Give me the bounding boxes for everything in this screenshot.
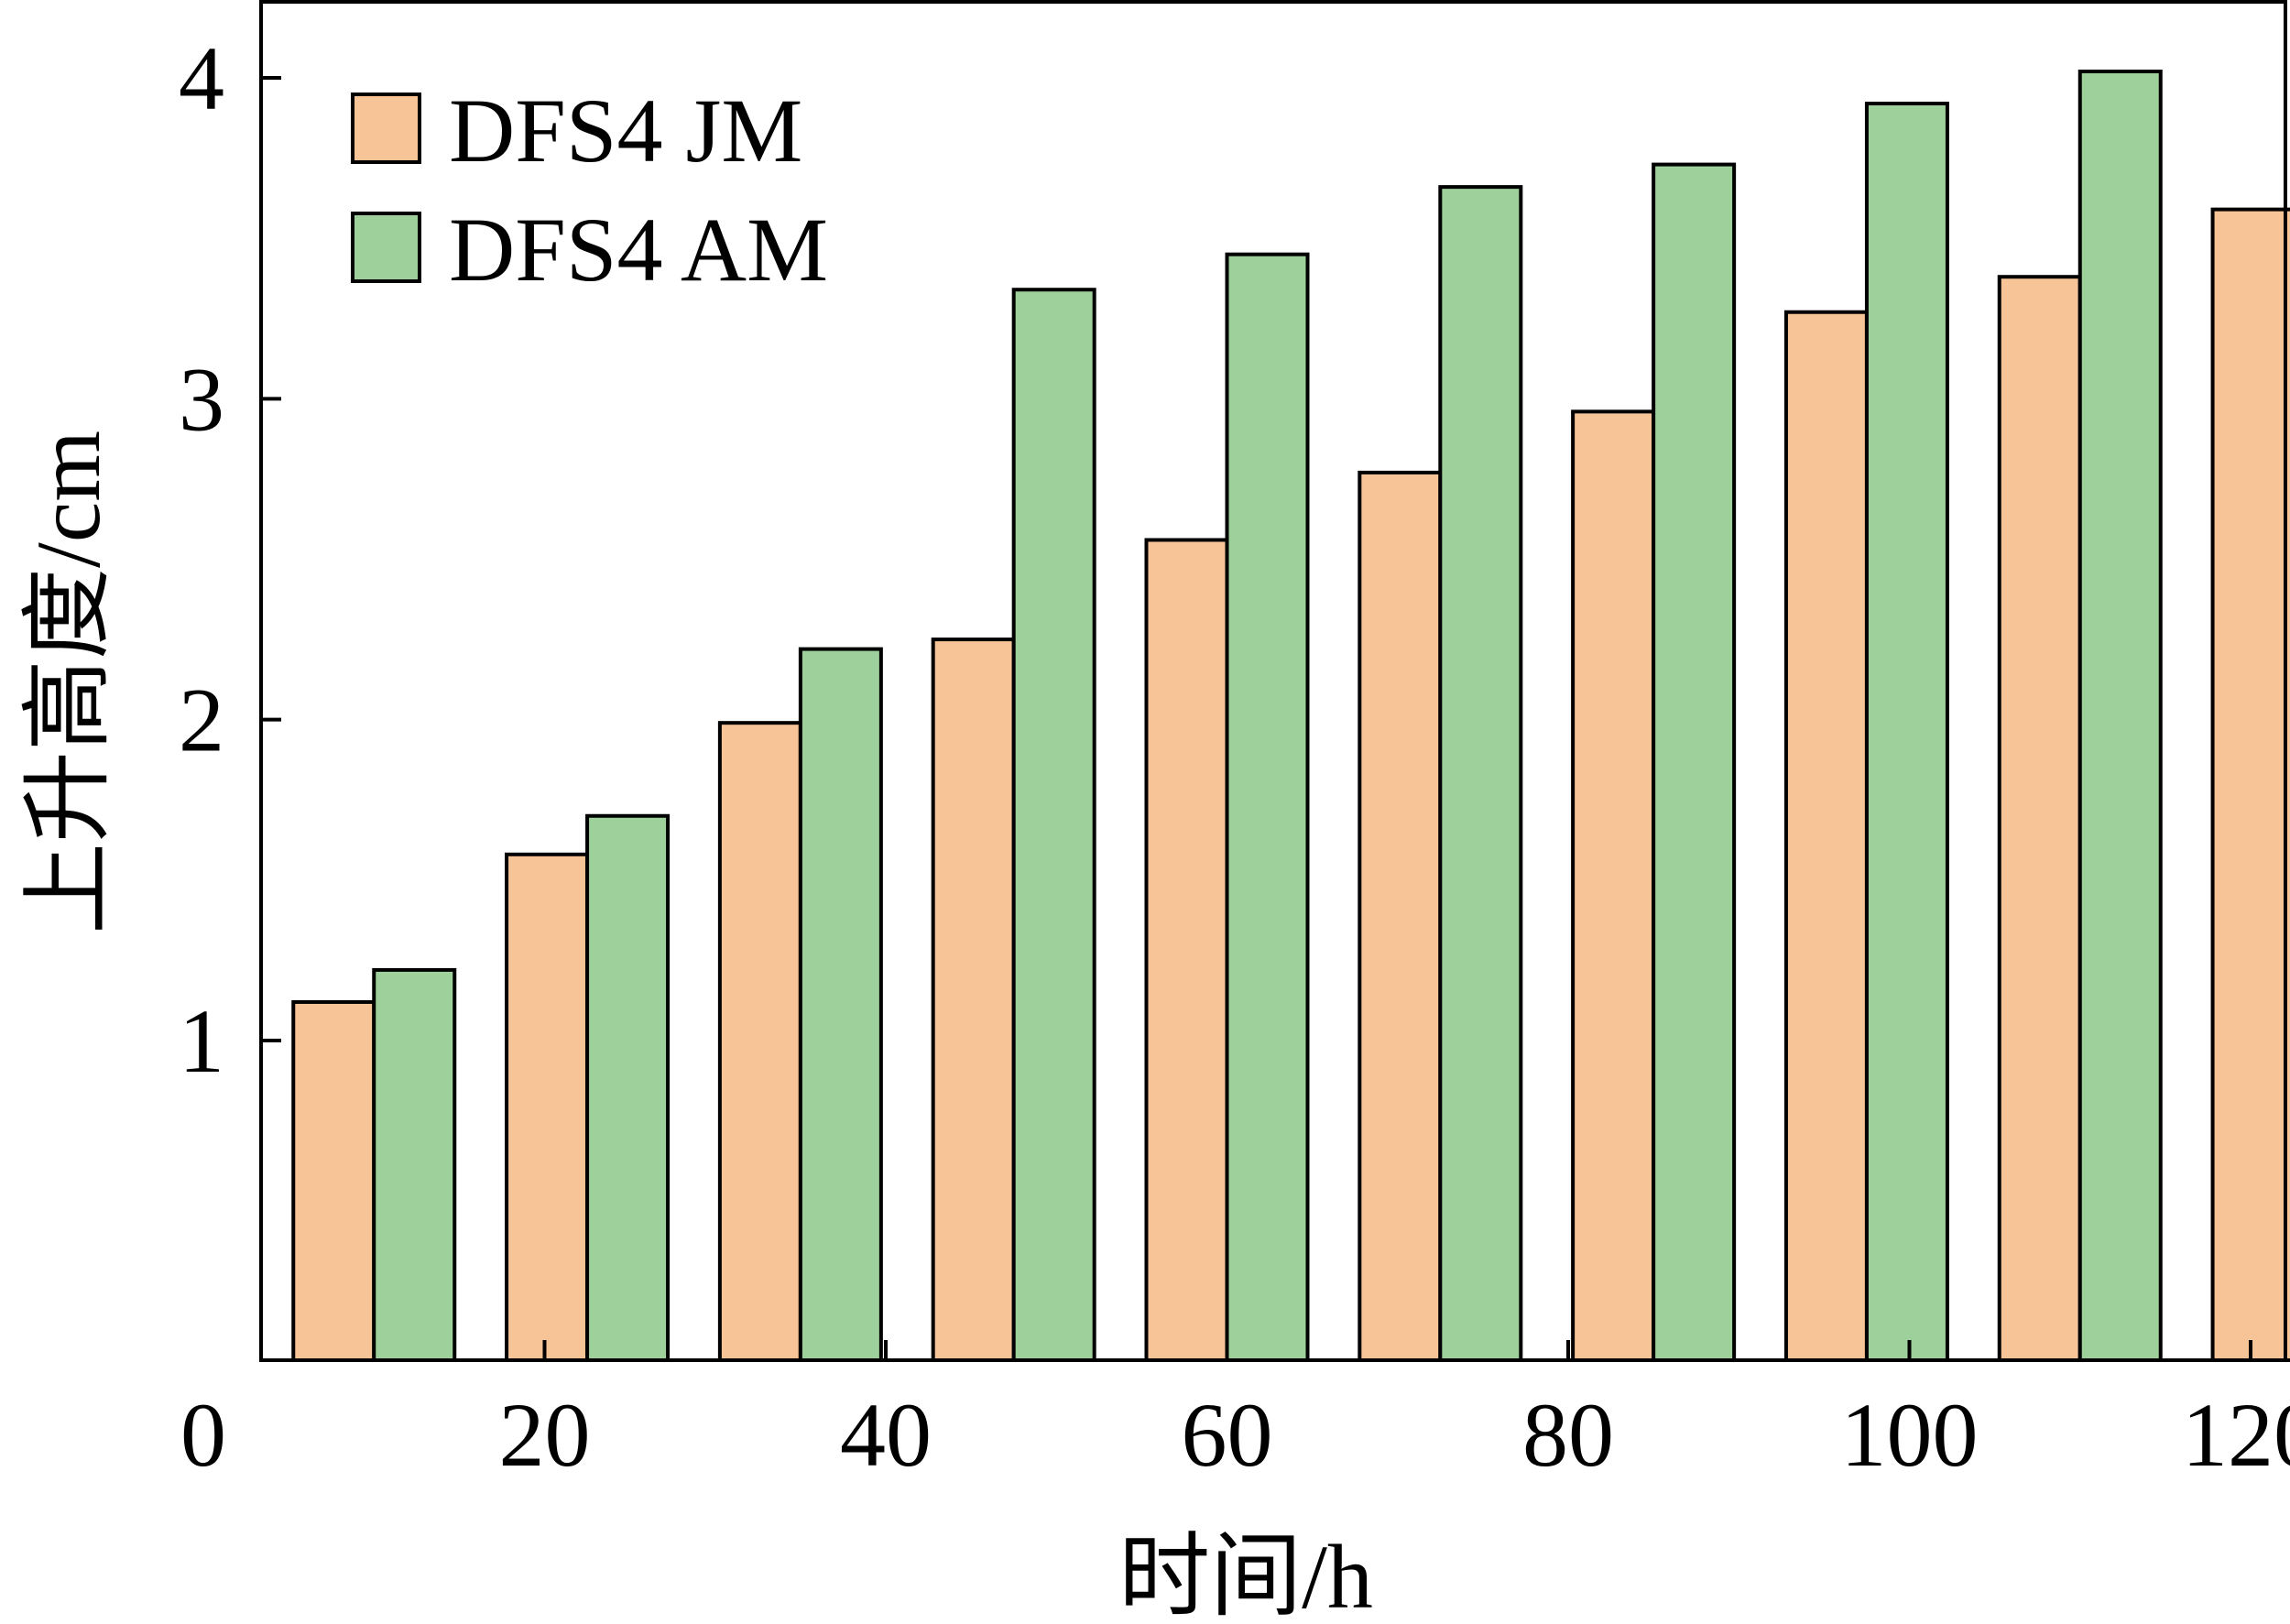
y-tick-label-3: 3 <box>179 348 224 450</box>
bar-am-22.5 <box>585 813 671 1362</box>
bar-jm-35 <box>717 721 802 1362</box>
bar-am-110 <box>2077 69 2163 1363</box>
x-tick-label-40: 40 <box>840 1384 932 1486</box>
legend-swatch-1 <box>351 93 421 164</box>
y-axis-title: 上升高度/cm <box>17 431 119 934</box>
x-tick-label-100: 100 <box>1841 1384 1979 1486</box>
bar-jm-22.5 <box>505 852 590 1362</box>
bar-am-97.5 <box>1864 102 1949 1363</box>
plot-frame <box>259 0 2287 1362</box>
bar-am-85 <box>1652 162 1737 1363</box>
x-tick-label-80: 80 <box>1522 1384 1614 1486</box>
x-tick-label-20: 20 <box>499 1384 591 1486</box>
y-tick-label-4: 4 <box>179 27 224 129</box>
bar-am-60 <box>1225 252 1310 1362</box>
legend-label-2: DFS4 AM <box>449 199 828 300</box>
y-tick-label-1: 1 <box>179 990 224 1092</box>
x-tick-label-120: 120 <box>2182 1384 2290 1486</box>
bar-jm-110 <box>1997 275 2082 1362</box>
bar-am-10 <box>372 967 457 1362</box>
bar-am-72.5 <box>1438 185 1523 1363</box>
bar-jm-10 <box>291 999 376 1362</box>
bar-jm-47.5 <box>931 638 1016 1362</box>
ticks-group: 1234020406080100120 <box>179 27 2290 1486</box>
y-tick-label-2: 2 <box>179 670 224 771</box>
legend-label-1: DFS4 JM <box>449 80 802 181</box>
x-tick-label-0: 0 <box>180 1384 226 1486</box>
bar-am-47.5 <box>1011 288 1096 1363</box>
bar-jm-97.5 <box>1783 310 1869 1363</box>
bar-jm-72.5 <box>1358 470 1443 1362</box>
x-tick-label-60: 60 <box>1182 1384 1273 1486</box>
legend-swatch-2 <box>351 212 421 283</box>
bar-jm-60 <box>1144 538 1229 1362</box>
bars-group <box>291 69 2290 1363</box>
legend: DFS4 JM DFS4 AM <box>351 80 828 300</box>
bar-jm-85 <box>1571 409 1656 1362</box>
bar-jm-122.5 <box>2210 207 2290 1362</box>
x-axis-title: 时间/h <box>1118 1526 1373 1624</box>
bar-am-35 <box>798 647 883 1362</box>
